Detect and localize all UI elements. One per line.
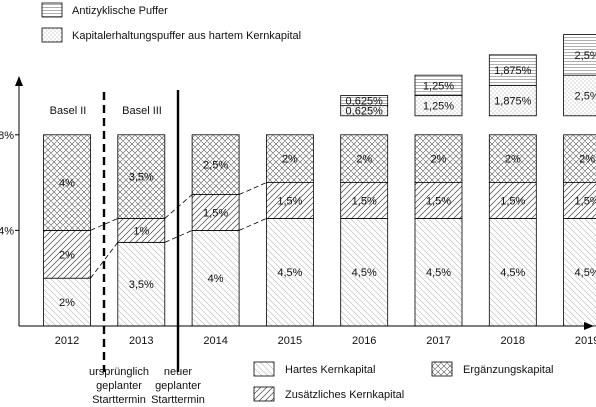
data-label-hartes-kernkapital-2017: 4,5% <box>426 267 451 279</box>
transition-line-2012-2013-2 <box>90 218 118 231</box>
x-tick-label-2013: 2013 <box>129 335 153 347</box>
data-label-ergaenzungskapital-2016: 2% <box>356 154 372 166</box>
transition-line-2014-2015-1 <box>238 218 267 231</box>
legend-label-kapitalerhaltungspuffer: Kapitalerhaltungspuffer aus hartem Kernk… <box>72 30 301 42</box>
data-label-hartes-kernkapital-2013: 3,5% <box>129 279 154 291</box>
data-label-hartes-kernkapital-2019: 4,5% <box>575 267 596 279</box>
data-label-antizyklische-puffer-2017: 1,25% <box>423 80 454 92</box>
bar-zusaetzliches-kernkapital-2012 <box>43 229 91 279</box>
bar-zusaetzliches-kernkapital-2018 <box>488 182 537 219</box>
original-start-label-line-1: ursprünglich <box>89 366 149 378</box>
new-start-label-line-2: geplanter <box>155 380 201 392</box>
legend-label-hartes-kernkapital: Hartes Kernkapital <box>285 364 376 376</box>
data-label-hartes-kernkapital-2012: 2% <box>59 297 75 309</box>
data-label-hartes-kernkapital-2016: 4,5% <box>352 267 377 279</box>
data-label-hartes-kernkapital-2014: 4% <box>208 273 224 285</box>
x-tick-label-2019: 2019 <box>575 335 596 347</box>
y-axis-arrow <box>15 76 23 86</box>
x-axis-arrow <box>584 322 594 330</box>
legend-label-zusaetzliches-kernkapital: Zusätzliches Kernkapital <box>285 389 404 401</box>
transition-line-2013-2014-1 <box>164 230 193 243</box>
legend-swatch-antizyklische-puffer <box>41 2 63 18</box>
data-label-antizyklische-puffer-2018: 1,875% <box>494 65 532 77</box>
data-label-ergaenzungskapital-2015: 2% <box>282 154 298 166</box>
bar-ergaenzungskapital-2015 <box>265 134 314 184</box>
bar-zusaetzliches-kernkapital-2015 <box>265 182 314 219</box>
data-label-kapitalerhaltungspuffer-aus-hartem-kernkapital-2016: 0,625% <box>346 106 384 118</box>
data-label-hartes-kernkapital-2015: 4,5% <box>277 267 302 279</box>
regime-label-basel-2: Basel II <box>50 105 87 117</box>
data-label-zusaetzliches-kernkapital-2016: 1,5% <box>352 196 377 208</box>
data-label-ergaenzungskapital-2014: 2,5% <box>203 160 228 172</box>
y-tick-label-8: 8% <box>0 130 14 142</box>
legend-swatch-zusaetzliches-kernkapital <box>253 386 275 402</box>
original-start-label: ursprünglich geplanter Starttermin <box>89 366 149 406</box>
bar-ergaenzungskapital-2019 <box>563 134 596 184</box>
data-label-ergaenzungskapital-2012: 4% <box>59 178 75 190</box>
legend-top: Antizyklische Puffer Kapitalerhaltungspu… <box>41 2 301 43</box>
bar-kapitalerhaltungspuffer-aus-hartem-kernkapital-2019 <box>563 74 596 117</box>
x-tick-label-2016: 2016 <box>352 335 376 347</box>
bar-antizyklische-puffer-2019 <box>563 34 596 76</box>
x-tick-label-2017: 2017 <box>426 335 450 347</box>
bar-zusaetzliches-kernkapital-2016 <box>340 182 389 219</box>
bar-ergaenzungskapital-2018 <box>488 134 537 184</box>
data-label-zusaetzliches-kernkapital-2017: 1,5% <box>426 196 451 208</box>
bar-ergaenzungskapital-2014 <box>191 134 240 195</box>
x-tick-label-2014: 2014 <box>203 335 227 347</box>
data-label-ergaenzungskapital-2013: 3,5% <box>129 172 154 184</box>
bar-ergaenzungskapital-2016 <box>340 134 389 184</box>
bar-hartes-kernkapital-2015 <box>265 218 314 327</box>
data-label-ergaenzungskapital-2018: 2% <box>505 154 521 166</box>
bar-hartes-kernkapital-2017 <box>414 218 463 327</box>
bar-antizyklische-puffer-2018 <box>488 54 537 86</box>
data-label-zusaetzliches-kernkapital-2014: 1,5% <box>203 207 228 219</box>
y-tick-label-4: 4% <box>0 225 14 237</box>
bar-antizyklische-puffer-2017 <box>414 74 463 96</box>
transition-line-2014-2015-2 <box>238 182 267 195</box>
regime-label-basel-3: Basel III <box>122 105 162 117</box>
data-label-zusaetzliches-kernkapital-2013: 1% <box>133 225 149 237</box>
original-start-label-line-2: geplanter <box>96 380 142 392</box>
bar-hartes-kernkapital-2019 <box>563 218 596 327</box>
legend-swatch-hartes-kernkapital <box>253 361 275 377</box>
new-start-label-line-3: Starttermin <box>151 394 205 406</box>
data-label-zusaetzliches-kernkapital-2018: 1,5% <box>500 196 525 208</box>
x-tick-label-2012: 2012 <box>55 335 79 347</box>
bar-ergaenzungskapital-2013 <box>117 134 166 219</box>
new-start-label: neuer geplanter Starttermin <box>151 366 205 406</box>
legend-label-ergaenzungskapital: Ergänzungskapital <box>463 364 554 376</box>
bar-zusaetzliches-kernkapital-2014 <box>191 194 240 231</box>
legend-swatch-ergaenzungskapital <box>431 361 453 377</box>
data-label-ergaenzungskapital-2017: 2% <box>431 154 447 166</box>
bar-zusaetzliches-kernkapital-2019 <box>563 182 596 219</box>
data-label-zusaetzliches-kernkapital-2012: 2% <box>59 249 75 261</box>
bar-antizyklische-puffer-2016 <box>340 95 389 107</box>
legend-label-antizyklische-puffer: Antizyklische Puffer <box>72 5 168 17</box>
data-label-hartes-kernkapital-2018: 4,5% <box>500 267 525 279</box>
bar-ergaenzungskapital-2017 <box>414 134 463 184</box>
legend-bottom: Hartes Kernkapital Ergänzungskapital Zus… <box>253 361 554 402</box>
data-label-kapitalerhaltungspuffer-aus-hartem-kernkapital-2018: 1,875% <box>494 96 532 108</box>
data-label-antizyklische-puffer-2016: 0,625% <box>346 96 384 108</box>
data-label-kapitalerhaltungspuffer-aus-hartem-kernkapital-2019: 2,5% <box>575 90 596 102</box>
data-label-zusaetzliches-kernkapital-2019: 1,5% <box>575 196 596 208</box>
bar-hartes-kernkapital-2013 <box>117 241 166 327</box>
transition-line-2012-2013-1 <box>90 242 119 279</box>
new-start-label-line-1: neuer <box>164 366 192 378</box>
legend-swatch-kapitalerhaltungspuffer <box>41 27 63 43</box>
original-start-label-line-3: Starttermin <box>92 394 146 406</box>
bar-hartes-kernkapital-2012 <box>43 277 91 327</box>
data-label-ergaenzungskapital-2019: 2% <box>579 154 595 166</box>
data-label-antizyklische-puffer-2019: 2,5% <box>575 50 596 62</box>
x-tick-label-2018: 2018 <box>501 335 525 347</box>
data-label-kapitalerhaltungspuffer-aus-hartem-kernkapital-2017: 1,25% <box>423 101 454 113</box>
bar-ergaenzungskapital-2012 <box>43 134 91 231</box>
x-tick-label-2015: 2015 <box>278 335 302 347</box>
data-label-zusaetzliches-kernkapital-2015: 1,5% <box>277 196 302 208</box>
